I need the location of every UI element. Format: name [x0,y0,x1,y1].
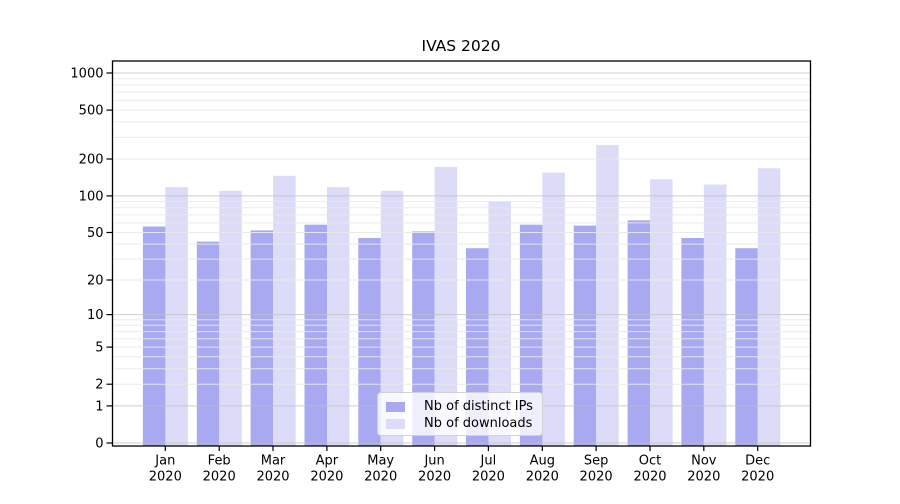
bar-downloads-nov [703,184,727,446]
legend-item-downloads: Nb of downloads [386,415,542,432]
x-tick-label-month-aug: Aug [530,454,555,469]
x-tick-label-month-sep: Sep [584,454,609,469]
x-tick-label-year-nov: 2020 [687,470,720,485]
bar-downloads-oct [650,179,673,446]
legend-label-downloads: Nb of downloads [424,416,533,431]
y-tick-label-200: 200 [79,153,104,168]
plot-border [111,60,812,447]
legend-item-distinct-ips: Nb of distinct IPs [386,398,542,415]
axes-group: 01251020501002005001000Jan2020Feb2020Mar… [70,60,812,485]
legend-swatch-distinct-ips [386,401,405,412]
x-tick-label-month-apr: Apr [316,454,339,469]
x-tick-label-month-oct: Oct [639,454,661,469]
bar-downloads-jul [488,201,511,446]
bar-distinct-ips-feb [196,241,220,446]
x-tick-label-year-may: 2020 [364,470,397,485]
y-tick-label-0: 0 [95,437,103,452]
y-tick-label-1000: 1000 [70,67,103,82]
y-tick-label-100: 100 [79,189,104,204]
bar-downloads-sep [596,145,619,446]
bar-downloads-jun [434,167,458,446]
x-tick-label-year-jun: 2020 [418,470,451,485]
y-tick-label-1: 1 [95,399,103,414]
y-tick-label-5: 5 [95,341,103,356]
bar-distinct-ips-sep [573,225,597,446]
y-tick-label-20: 20 [87,274,104,289]
x-tick-label-month-jun: Jun [423,454,444,469]
x-tick-label-year-jan: 2020 [149,470,182,485]
x-tick-label-year-apr: 2020 [310,470,343,485]
x-tick-label-month-may: May [367,454,394,469]
x-tick-label-year-aug: 2020 [526,470,559,485]
bar-distinct-ips-apr [304,224,327,446]
y-tick-label-50: 50 [87,226,104,241]
bar-distinct-ips-may [358,238,381,446]
y-tick-label-10: 10 [87,308,104,323]
x-tick-label-year-oct: 2020 [633,470,666,485]
x-tick-label-month-jul: Jul [480,454,497,469]
bar-distinct-ips-nov [681,238,704,446]
bar-downloads-apr [327,187,350,446]
legend-label-distinct-ips: Nb of distinct IPs [424,399,533,414]
x-tick-label-month-feb: Feb [208,454,231,469]
x-tick-label-month-nov: Nov [691,454,717,469]
x-tick-label-year-jul: 2020 [472,470,505,485]
gridlines-group [112,72,811,444]
chart-legend: Nb of distinct IPs Nb of downloads [377,392,543,436]
y-tick-label-2: 2 [95,378,103,393]
chart-title: IVAS 2020 [422,37,501,55]
bar-downloads-may [380,190,404,446]
x-tick-label-month-dec: Dec [745,454,770,469]
x-tick-label-year-sep: 2020 [580,470,613,485]
x-tick-label-month-mar: Mar [261,454,286,469]
x-tick-label-year-dec: 2020 [741,470,774,485]
legend-swatch-downloads [386,418,405,429]
bar-downloads-mar [273,175,296,447]
x-tick-label-year-mar: 2020 [256,470,289,485]
x-tick-label-year-feb: 2020 [203,470,236,485]
x-tick-label-month-jan: Jan [154,454,175,469]
y-tick-label-500: 500 [79,104,104,119]
bar-downloads-feb [219,190,242,446]
bar-distinct-ips-mar [250,230,274,446]
bar-distinct-ips-oct [627,220,651,446]
bar-downloads-dec [757,168,781,447]
bar-distinct-ips-jan [142,226,166,446]
bar-downloads-aug [542,172,565,446]
bar-downloads-jan [165,187,188,446]
